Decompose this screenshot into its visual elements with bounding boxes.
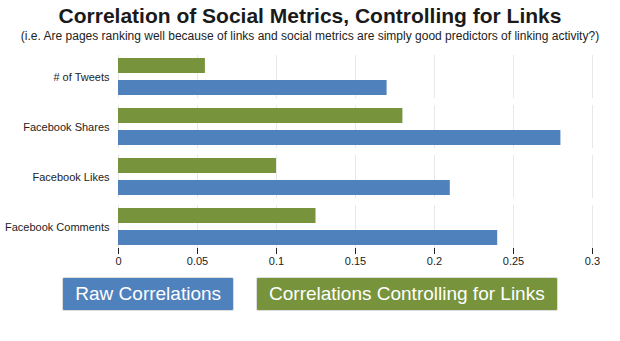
svg-text:Facebook Likes: Facebook Likes [32,171,110,183]
svg-text:0: 0 [115,255,121,267]
svg-text:0.05: 0.05 [187,255,208,267]
svg-text:0.25: 0.25 [503,255,524,267]
html-text:Raw Correlations: Raw Correlations [75,283,221,304]
svg-text:Facebook Comments: Facebook Comments [5,221,110,233]
svg-text:Facebook Shares: Facebook Shares [23,121,110,133]
html-text:(i.e. Are pages ranking well b: (i.e. Are pages ranking well because of … [20,29,600,43]
svg-text:0.2: 0.2 [427,255,442,267]
svg-text:0.1: 0.1 [269,255,284,267]
html-text:Correlations Controlling for L: Correlations Controlling for Links [269,283,545,304]
svg-text:0.3: 0.3 [585,255,600,267]
svg-text:# of Tweets: # of Tweets [53,71,110,83]
svg-text:0.15: 0.15 [345,255,366,267]
html-text:Correlation of Social Metrics,: Correlation of Social Metrics, Controlli… [58,4,562,27]
